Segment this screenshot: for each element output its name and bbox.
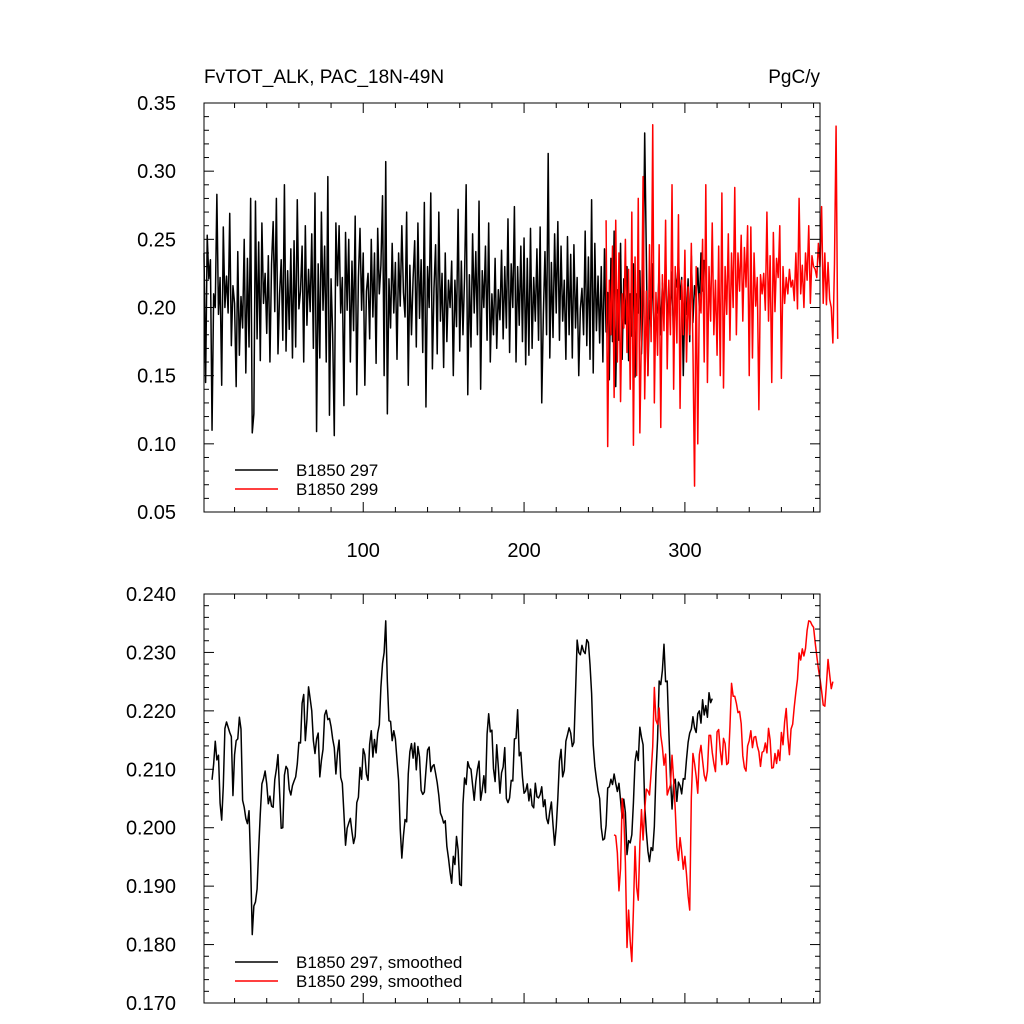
smoothed-ytick-label: 0.230 <box>126 642 176 664</box>
smoothed-ytick-label: 0.210 <box>126 759 176 781</box>
raw-xtick-label: 100 <box>347 540 380 562</box>
smoothed-axis-ticks: 0.170 0.180 0.190 0.200 0.210 0.220 0.230 0.240 <box>126 584 820 1015</box>
smoothed-series-line-1 <box>211 620 713 936</box>
smoothed-ytick-label: 0.180 <box>126 935 176 957</box>
smoothed-legend-label-1: B1850 297, smoothed <box>296 953 462 972</box>
raw-xtick-label: 300 <box>668 540 701 562</box>
smoothed-plot-frame <box>203 593 821 1004</box>
units-label: PgC/y <box>768 67 820 88</box>
smoothed-ytick-label: 0.200 <box>126 818 176 840</box>
smoothed-legend-label-2: B1850 299, smoothed <box>296 972 462 991</box>
raw-legend-label-2: B1850 299 <box>296 480 378 499</box>
raw-axis-ticks: 0.05 0.10 0.15 0.20 0.25 0.30 0.35 100 200 300 <box>137 93 820 562</box>
smoothed-ytick-label: 0.220 <box>126 701 176 723</box>
raw-ytick-label: 0.20 <box>137 298 176 320</box>
smoothed-series-layer <box>211 620 834 963</box>
smoothed-ytick-label: 0.170 <box>126 993 176 1015</box>
smoothed-ytick-label: 0.190 <box>126 876 176 898</box>
smoothed-series-line-2 <box>613 620 834 963</box>
raw-series-line-2 <box>605 124 839 487</box>
raw-panel: 0.05 0.10 0.15 0.20 0.25 0.30 0.35 100 200 300 B1… <box>137 93 839 562</box>
raw-legend-label-1: B1850 297 <box>296 461 378 480</box>
raw-ytick-label: 0.15 <box>137 366 176 388</box>
raw-ytick-label: 0.35 <box>137 93 176 115</box>
raw-series-line-1 <box>203 132 705 437</box>
raw-ytick-label: 0.30 <box>137 161 176 183</box>
raw-series-layer <box>203 124 839 487</box>
raw-ytick-label: 0.10 <box>137 434 176 456</box>
smoothed-panel: 0.170 0.180 0.190 0.200 0.210 0.220 0.230 0.240… <box>126 584 834 1015</box>
raw-ytick-label: 0.25 <box>137 229 176 251</box>
chart-title: FvTOT_ALK, PAC_18N-49N <box>204 67 444 88</box>
raw-ytick-label: 0.05 <box>137 502 176 524</box>
raw-xtick-label: 200 <box>507 540 540 562</box>
smoothed-ytick-label: 0.240 <box>126 584 176 606</box>
